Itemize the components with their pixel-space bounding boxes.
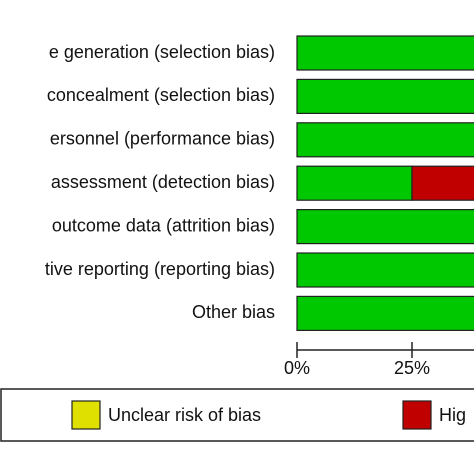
category-label: e generation (selection bias) (49, 42, 275, 62)
bar-segment (296, 165, 413, 201)
bar-segment (411, 165, 474, 201)
category-label: assessment (detection bias) (51, 172, 275, 192)
legend-swatch (71, 400, 101, 430)
bar-segment (296, 209, 474, 245)
bar-segment (296, 78, 474, 115)
legend-box (0, 388, 474, 442)
x-tick-label: 0% (284, 358, 310, 378)
category-label: outcome data (attrition bias) (52, 215, 275, 235)
x-tick-label: 25% (394, 358, 430, 378)
bar-segment (296, 122, 474, 158)
legend-swatch (402, 400, 432, 430)
category-label: concealment (selection bias) (47, 85, 275, 105)
category-label: tive reporting (reporting bias) (45, 259, 275, 279)
category-label: ersonnel (performance bias) (50, 129, 275, 149)
category-label: Other bias (192, 302, 275, 322)
legend-label: Hig (439, 405, 466, 425)
bar-segment (296, 252, 474, 288)
bar-segment (296, 295, 474, 331)
bar-segment (296, 35, 474, 71)
legend-label: Unclear risk of bias (108, 405, 261, 425)
